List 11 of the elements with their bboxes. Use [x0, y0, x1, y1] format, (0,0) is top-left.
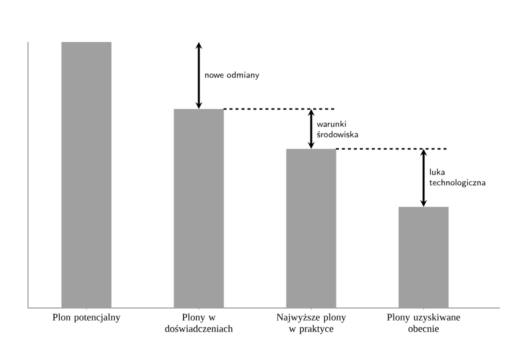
- annotation: luka technologiczna: [429, 168, 486, 188]
- bar: [174, 109, 224, 308]
- x-tick-label: Najwyższe plony w praktyce: [276, 314, 346, 334]
- x-tick-label: Plony w doświadczeniach: [165, 314, 233, 332]
- x-tick-label: Plon potencjalny: [52, 314, 120, 323]
- bar: [61, 42, 112, 308]
- bar: [286, 148, 336, 308]
- annotation: nowe odmiany: [205, 71, 260, 80]
- annotation: warunki środowiska: [317, 120, 358, 138]
- x-tick-label: Plony uzyskiwane obecnie: [387, 314, 460, 332]
- bar: [398, 206, 449, 308]
